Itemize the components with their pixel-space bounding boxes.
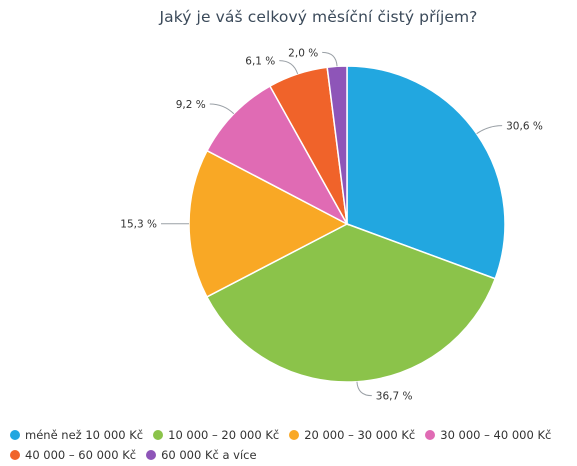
- legend-marker-icon: [153, 430, 164, 440]
- legend-row: méně než 10 000 Kč 10 000 – 20 000 Kč 20 0…: [10, 426, 577, 444]
- slice-label: 36,7 %: [376, 391, 413, 403]
- pie-slice[interactable]: [326, 65, 348, 225]
- slice-label: 9,2 %: [176, 99, 206, 111]
- legend-marker-icon: [146, 450, 157, 460]
- pie-slice[interactable]: [206, 85, 349, 226]
- legend-label: 30 000 – 40 000 Kč: [440, 428, 552, 442]
- legend-label: 20 000 – 30 000 Kč: [304, 428, 416, 442]
- legend-item[interactable]: méně než 10 000 Kč: [10, 428, 143, 442]
- label-connector: [476, 125, 503, 135]
- legend-marker-icon: [10, 450, 20, 460]
- legend-row: 40 000 – 60 000 Kč 60 000 Kč a více: [10, 446, 577, 464]
- legend-label: 60 000 Kč a více: [161, 448, 257, 462]
- label-connectors: [160, 51, 503, 397]
- legend-label: 10 000 – 20 000 Kč: [168, 428, 280, 442]
- legend-item[interactable]: 60 000 Kč a více: [146, 448, 257, 462]
- legend-item[interactable]: 40 000 – 60 000 Kč: [10, 448, 136, 462]
- label-connector: [356, 381, 372, 397]
- pie-slices: [188, 65, 506, 383]
- slice-label: 2,0 %: [288, 47, 318, 59]
- legend-label: méně než 10 000 Kč: [25, 428, 144, 442]
- legend-item[interactable]: 10 000 – 20 000 Kč: [153, 428, 279, 442]
- slice-label: 6,1 %: [245, 56, 275, 68]
- pie-slice[interactable]: [188, 149, 349, 298]
- label-connector: [209, 103, 235, 115]
- legend-item[interactable]: 30 000 – 40 000 Kč: [425, 428, 551, 442]
- legend: méně než 10 000 Kč 10 000 – 20 000 Kč 20 0…: [10, 426, 577, 466]
- pie-slice[interactable]: [205, 223, 497, 383]
- slice-label: 15,3 %: [120, 219, 157, 231]
- legend-item[interactable]: 20 000 – 30 000 Kč: [289, 428, 415, 442]
- legend-label: 40 000 – 60 000 Kč: [25, 448, 137, 462]
- label-connector: [322, 51, 338, 67]
- legend-marker-icon: [10, 430, 20, 440]
- slice-label: 30,6 %: [506, 121, 543, 133]
- legend-marker-icon: [425, 430, 436, 440]
- label-connector: [279, 60, 299, 75]
- legend-marker-icon: [289, 430, 300, 440]
- chart-title: Jaký je váš celkový měsíční čistý příjem…: [159, 8, 478, 26]
- slice-labels: 30,6 % 36,7 % 15,3 % 9,2 % 6,1 % 2,0 %: [120, 47, 543, 402]
